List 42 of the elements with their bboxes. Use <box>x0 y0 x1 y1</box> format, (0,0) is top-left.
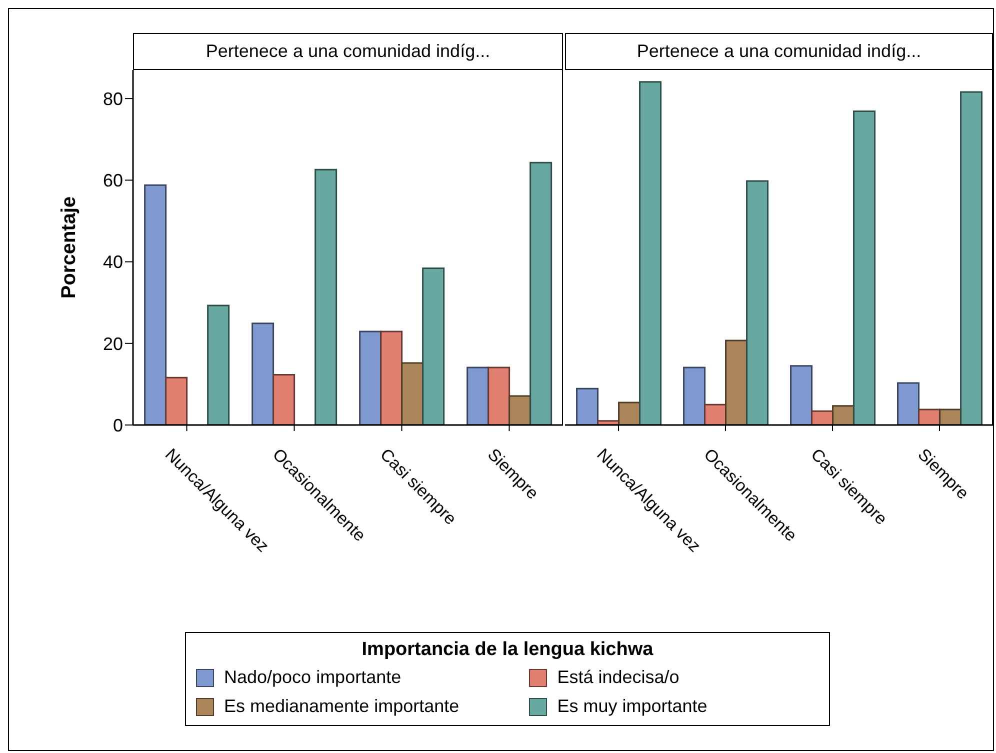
y-tick-label: 20 <box>102 334 123 354</box>
bar <box>746 180 769 425</box>
bar <box>314 168 338 425</box>
y-tick-label: 60 <box>102 170 123 191</box>
legend-label: Es muy importante <box>557 696 708 717</box>
bar <box>790 365 813 425</box>
legend-label: Es medianamente importante <box>224 696 460 717</box>
y-axis-title: Porcentaje <box>58 196 80 299</box>
bar <box>165 376 188 425</box>
bar <box>683 366 706 425</box>
bar <box>359 330 382 425</box>
bar <box>508 395 532 425</box>
y-tick-label: 80 <box>102 88 123 109</box>
chart-title: Pertenece a una comunidad indíg... <box>565 33 993 70</box>
bar <box>853 110 876 425</box>
bar <box>639 81 662 425</box>
bar <box>207 304 230 425</box>
bar <box>272 374 296 425</box>
bar <box>422 268 445 425</box>
bar <box>811 410 834 425</box>
bar <box>466 366 490 425</box>
bar <box>832 405 855 425</box>
bar <box>918 408 941 425</box>
legend-label: Está indecisa/o <box>557 667 680 688</box>
legend-title: Importancia de la lengua kichwa <box>360 639 654 661</box>
bar <box>252 322 274 425</box>
bar <box>144 184 167 425</box>
bar <box>960 91 983 425</box>
y-tick-label: 0 <box>112 415 123 436</box>
bar <box>897 382 920 425</box>
bar <box>576 388 599 425</box>
bar <box>725 340 748 425</box>
bar <box>380 330 403 425</box>
bar <box>618 402 641 425</box>
bar <box>530 162 552 425</box>
y-tick-label: 40 <box>102 252 123 272</box>
bar <box>704 404 727 425</box>
chart-title: Pertenece a una comunidad indíg... <box>133 33 563 70</box>
bar <box>939 408 962 425</box>
bar <box>488 366 510 425</box>
legend-label: Nado/poco importante <box>224 667 402 688</box>
bar <box>401 362 424 425</box>
